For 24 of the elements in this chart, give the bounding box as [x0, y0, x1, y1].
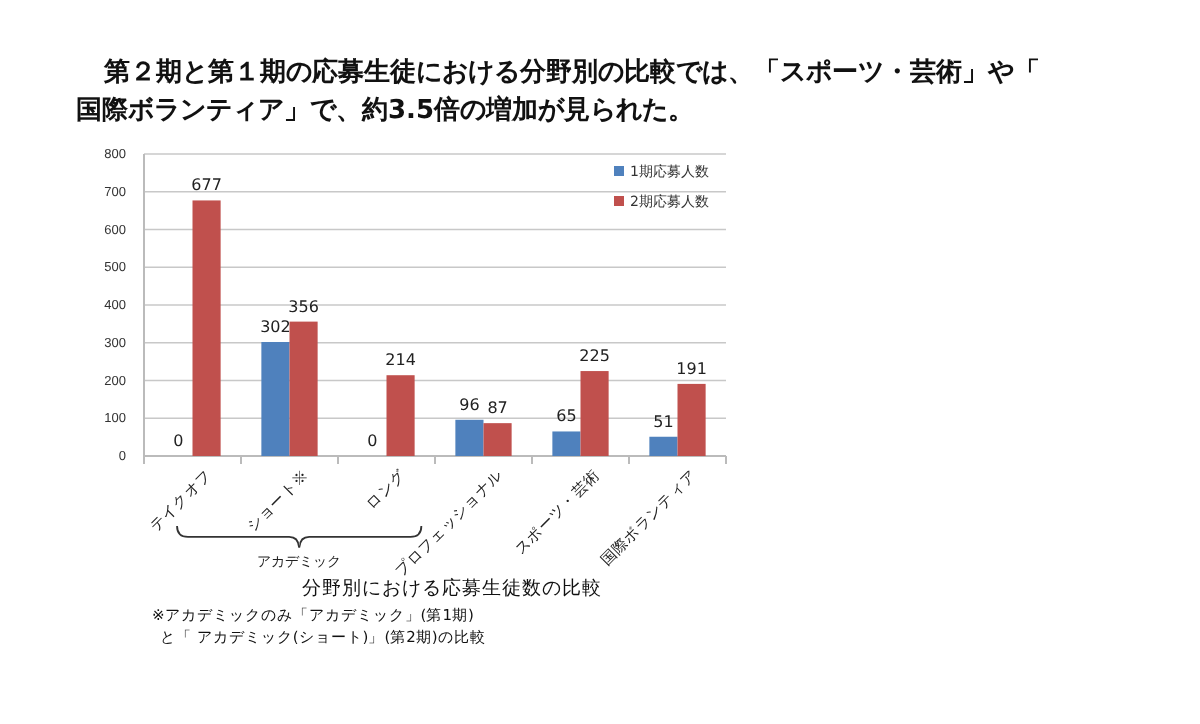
- bar: [483, 423, 512, 456]
- data-label: 0: [173, 432, 184, 450]
- bar: [455, 419, 484, 456]
- data-label: 302: [260, 317, 291, 336]
- bar: [552, 431, 581, 456]
- bar: [261, 341, 290, 456]
- data-label: 96: [459, 395, 480, 414]
- bar: [649, 436, 678, 456]
- data-label: 191: [676, 359, 707, 378]
- bar: [192, 200, 221, 456]
- data-label: 356: [288, 297, 319, 316]
- data-label: 87: [487, 399, 508, 418]
- bar: [386, 375, 415, 456]
- data-label: 214: [385, 351, 416, 370]
- chart-title: 第２期と第１期の応募生徒における分野別の比較では、「スポーツ・芸術」や「国際ボランティア」で、約3.5倍の増加が見られた。: [76, 56, 1040, 126]
- text: 分野別における応募生徒数の比較: [302, 576, 602, 600]
- data-label: 0: [367, 432, 378, 450]
- bar: [677, 383, 706, 456]
- data-label: 65: [556, 407, 577, 426]
- data-label: 51: [653, 412, 674, 431]
- bar: [580, 371, 609, 456]
- bar: [289, 321, 318, 456]
- data-label: 225: [579, 347, 610, 366]
- data-label: 677: [191, 176, 222, 195]
